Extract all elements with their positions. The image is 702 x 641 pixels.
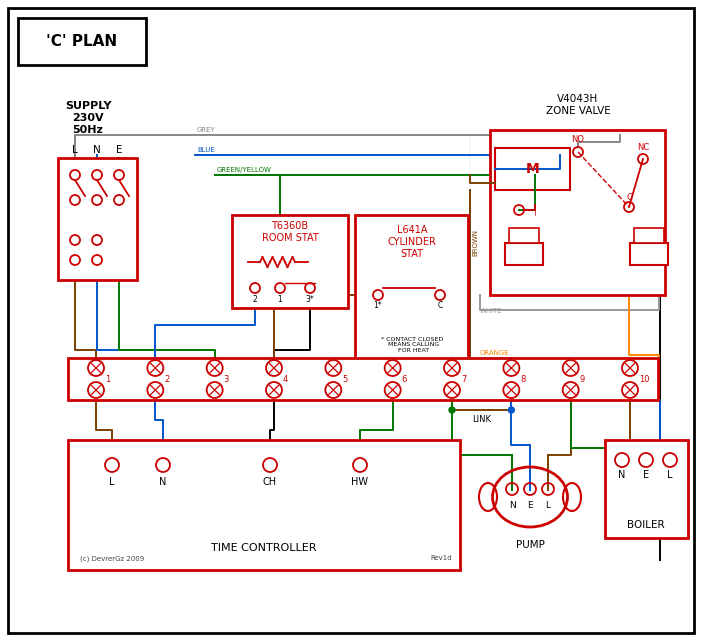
Text: N: N xyxy=(93,145,101,155)
Text: 3*: 3* xyxy=(305,296,314,304)
Bar xyxy=(18,18,146,65)
Bar xyxy=(490,130,665,295)
Text: NO: NO xyxy=(571,135,585,144)
Text: M: M xyxy=(526,162,540,176)
Text: 2: 2 xyxy=(253,296,258,304)
Text: L: L xyxy=(72,145,78,155)
Text: BOILER: BOILER xyxy=(627,520,665,530)
Text: 8: 8 xyxy=(520,374,526,383)
Bar xyxy=(605,440,688,538)
Bar xyxy=(68,358,658,400)
Bar xyxy=(630,243,668,265)
Text: GREY: GREY xyxy=(197,127,216,133)
Text: E: E xyxy=(116,145,122,155)
Text: N: N xyxy=(509,501,515,510)
Text: ORANGE: ORANGE xyxy=(480,350,510,356)
Text: WHITE: WHITE xyxy=(480,308,503,314)
Text: 10: 10 xyxy=(639,374,649,383)
Text: 3: 3 xyxy=(224,374,229,383)
Text: BLUE: BLUE xyxy=(197,147,215,153)
Bar xyxy=(355,215,468,380)
Text: SUPPLY
230V
50Hz: SUPPLY 230V 50Hz xyxy=(65,101,111,135)
Text: * CONTACT CLOSED
  MEANS CALLING
  FOR HEAT: * CONTACT CLOSED MEANS CALLING FOR HEAT xyxy=(381,337,443,353)
Text: N: N xyxy=(618,470,625,480)
Text: Rev1d: Rev1d xyxy=(430,555,451,561)
Text: PUMP: PUMP xyxy=(515,540,545,550)
Text: (c) DevrerGz 2009: (c) DevrerGz 2009 xyxy=(80,555,144,562)
Text: N: N xyxy=(159,477,166,487)
Text: L: L xyxy=(667,470,673,480)
Text: CH: CH xyxy=(263,477,277,487)
Text: TIME CONTROLLER: TIME CONTROLLER xyxy=(211,543,317,553)
Bar xyxy=(495,148,570,190)
Text: LINK: LINK xyxy=(472,415,491,424)
Text: C: C xyxy=(626,192,632,201)
Text: 9: 9 xyxy=(580,374,585,383)
Bar xyxy=(634,228,664,243)
Bar xyxy=(232,215,348,308)
Text: 5: 5 xyxy=(343,374,347,383)
Bar xyxy=(509,228,539,243)
Text: GREEN/YELLOW: GREEN/YELLOW xyxy=(217,167,272,173)
Text: 1: 1 xyxy=(277,296,282,304)
Bar xyxy=(505,243,543,265)
Text: V4043H
ZONE VALVE: V4043H ZONE VALVE xyxy=(545,94,610,116)
Circle shape xyxy=(508,407,515,413)
Text: T6360B
ROOM STAT: T6360B ROOM STAT xyxy=(262,221,319,243)
Text: L641A
CYLINDER
STAT: L641A CYLINDER STAT xyxy=(388,226,437,258)
Text: 1*: 1* xyxy=(373,301,383,310)
Text: E: E xyxy=(527,501,533,510)
Text: NC: NC xyxy=(637,144,649,153)
Bar xyxy=(68,440,460,570)
Bar xyxy=(58,158,137,280)
Circle shape xyxy=(449,407,455,413)
Text: BROWN: BROWN xyxy=(472,229,478,256)
Text: 'C' PLAN: 'C' PLAN xyxy=(46,33,117,49)
Text: C: C xyxy=(437,301,443,310)
Text: HW: HW xyxy=(352,477,369,487)
Text: 6: 6 xyxy=(402,374,407,383)
Text: 7: 7 xyxy=(461,374,466,383)
Text: E: E xyxy=(643,470,649,480)
Text: L: L xyxy=(545,501,550,510)
Text: 1: 1 xyxy=(105,374,110,383)
Text: 2: 2 xyxy=(164,374,170,383)
Text: L: L xyxy=(110,477,114,487)
Text: 4: 4 xyxy=(283,374,289,383)
